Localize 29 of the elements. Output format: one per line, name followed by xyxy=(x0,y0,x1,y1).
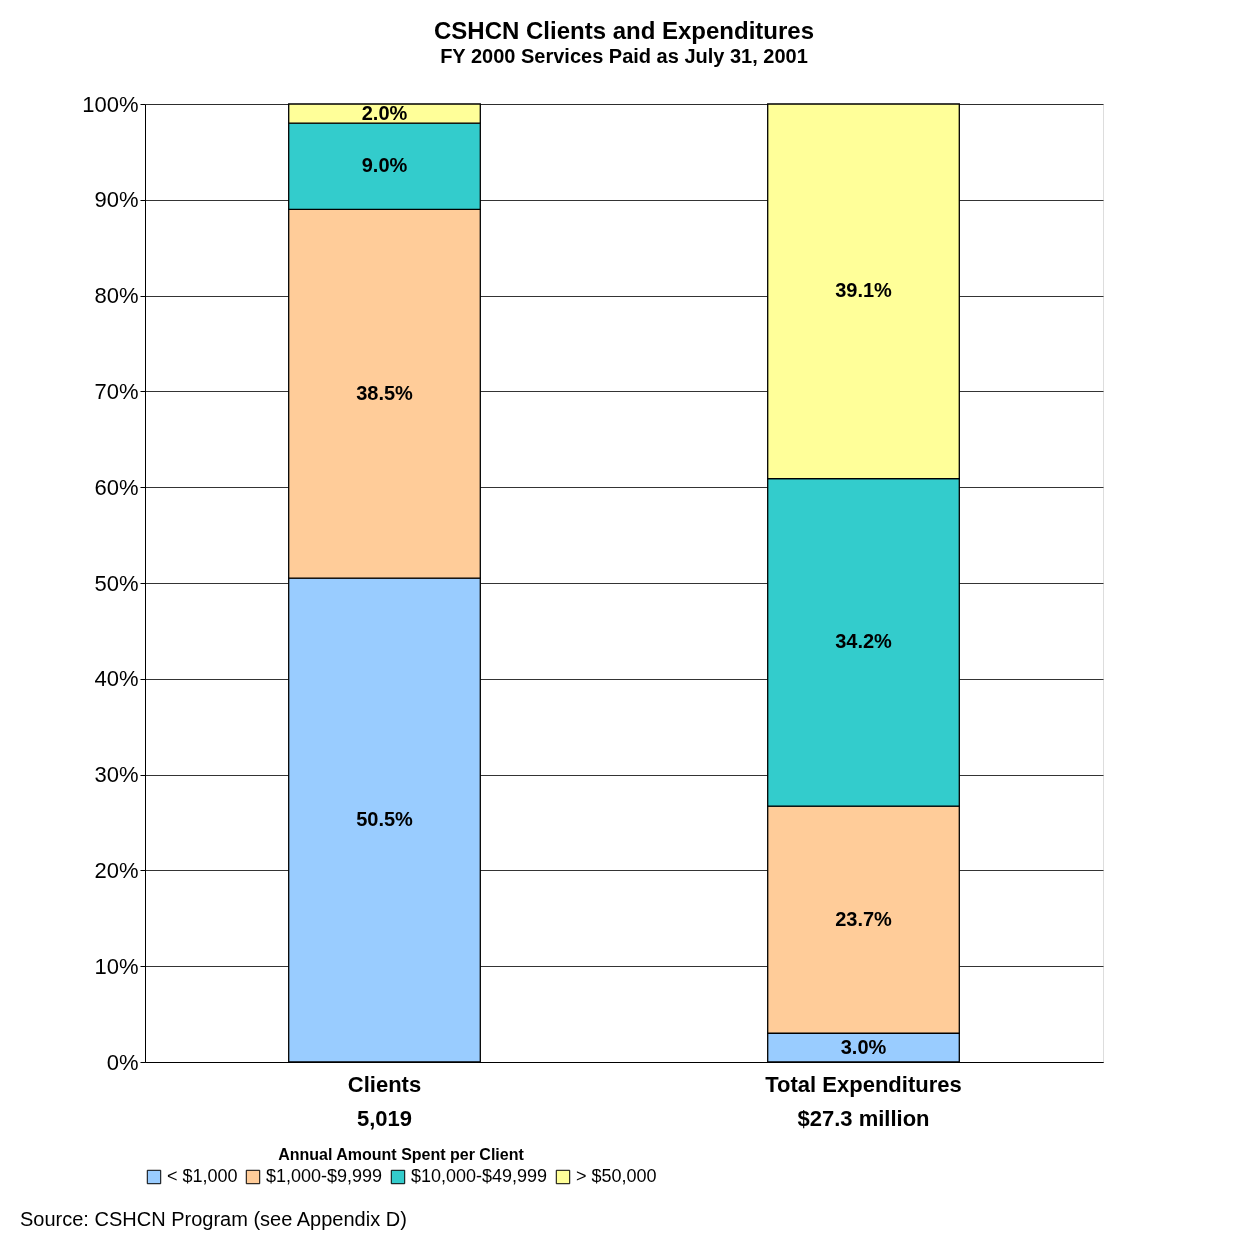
y-tick-label: 70% xyxy=(94,378,139,404)
legend-label: $10,000-$49,999 xyxy=(411,1166,548,1186)
y-tick-label: 80% xyxy=(94,283,139,309)
legend-label: < $1,000 xyxy=(167,1166,238,1186)
y-tick-label: 60% xyxy=(94,474,139,500)
data-label: 3.0% xyxy=(840,1035,887,1058)
y-tick-label: 0% xyxy=(106,1049,139,1075)
legend-label: $1,000-$9,999 xyxy=(266,1166,383,1186)
chart-title: CSHCN Clients and Expenditures xyxy=(433,17,815,44)
data-label: 38.5% xyxy=(356,381,414,404)
legend-label: > $50,000 xyxy=(576,1166,657,1186)
data-label: 2.0% xyxy=(361,101,408,124)
chart-subtitle: FY 2000 Services Paid as July 31, 2001 xyxy=(440,45,808,67)
data-label: 23.7% xyxy=(835,907,893,930)
y-tick-label: 20% xyxy=(94,857,139,883)
y-tick-label: 40% xyxy=(94,666,139,692)
y-tick-label: 30% xyxy=(94,762,139,788)
x-tick-label: Total Expenditures $27.3 million xyxy=(765,1071,962,1131)
y-tick-label: 100% xyxy=(82,91,139,117)
y-tick-label: 90% xyxy=(94,187,139,213)
y-tick-label: 10% xyxy=(94,953,139,979)
source-note: Source: CSHCN Program (see Appendix D) xyxy=(20,1208,407,1230)
data-label: 34.2% xyxy=(835,630,893,653)
data-label: 50.5% xyxy=(356,808,414,831)
data-label: 39.1% xyxy=(835,279,893,302)
x-tick-label: Clients 5,019 xyxy=(347,1071,422,1131)
y-tick-label: 50% xyxy=(94,570,139,596)
data-label: 9.0% xyxy=(361,154,408,177)
legend-title: Annual Amount Spent per Client xyxy=(278,1146,525,1163)
